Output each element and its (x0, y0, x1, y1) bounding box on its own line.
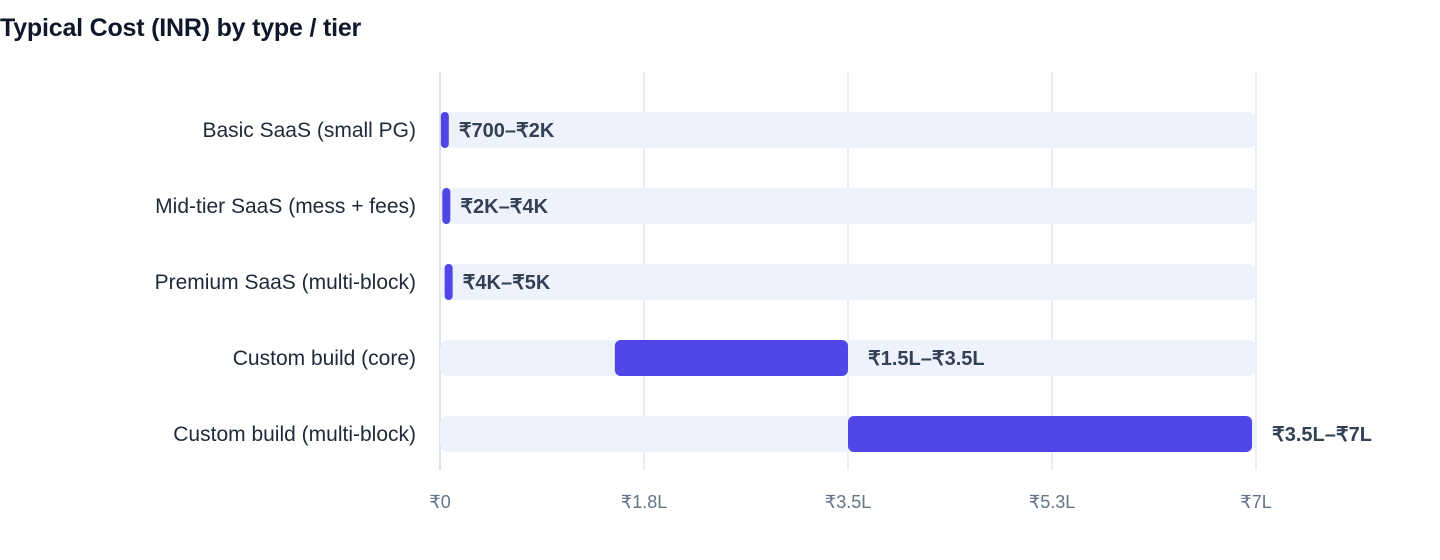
value-label: ₹700–₹2K (459, 120, 555, 142)
bar-track (440, 112, 1256, 148)
range-bar (848, 416, 1252, 452)
x-tick-label: ₹0 (429, 492, 450, 512)
category-label: Basic SaaS (small PG) (202, 119, 416, 142)
category-label: Custom build (multi-block) (173, 423, 416, 446)
x-tick-label: ₹7L (1240, 492, 1271, 512)
range-bar (440, 112, 449, 148)
x-axis-ticks: ₹0 ₹1.8L ₹3.5L ₹5.3L ₹7L (429, 492, 1271, 512)
category-label: Custom build (core) (233, 347, 416, 370)
x-tick-label: ₹5.3L (1029, 492, 1076, 512)
range-bar (614, 340, 848, 376)
category-labels: Basic SaaS (small PG) Mid-tier SaaS (mess… (155, 119, 416, 446)
value-label: ₹4K–₹5K (463, 272, 551, 294)
chart-title: Typical Cost (INR) by type / tier (0, 14, 362, 42)
bar-track (440, 264, 1256, 300)
category-label: Premium SaaS (multi-block) (155, 271, 416, 294)
value-label: ₹3.5L–₹7L (1272, 424, 1372, 446)
range-bar (444, 264, 453, 300)
value-label: ₹1.5L–₹3.5L (868, 348, 985, 370)
range-bars (440, 112, 1252, 452)
x-tick-label: ₹3.5L (825, 492, 872, 512)
range-bar (442, 188, 451, 224)
category-label: Mid-tier SaaS (mess + fees) (155, 195, 416, 218)
bar-track (440, 188, 1256, 224)
value-label: ₹2K–₹4K (460, 196, 548, 218)
value-labels: ₹700–₹2K ₹2K–₹4K ₹4K–₹5K ₹1.5L–₹3.5L ₹3.5L–₹… (459, 120, 1372, 446)
x-tick-label: ₹1.8L (621, 492, 668, 512)
